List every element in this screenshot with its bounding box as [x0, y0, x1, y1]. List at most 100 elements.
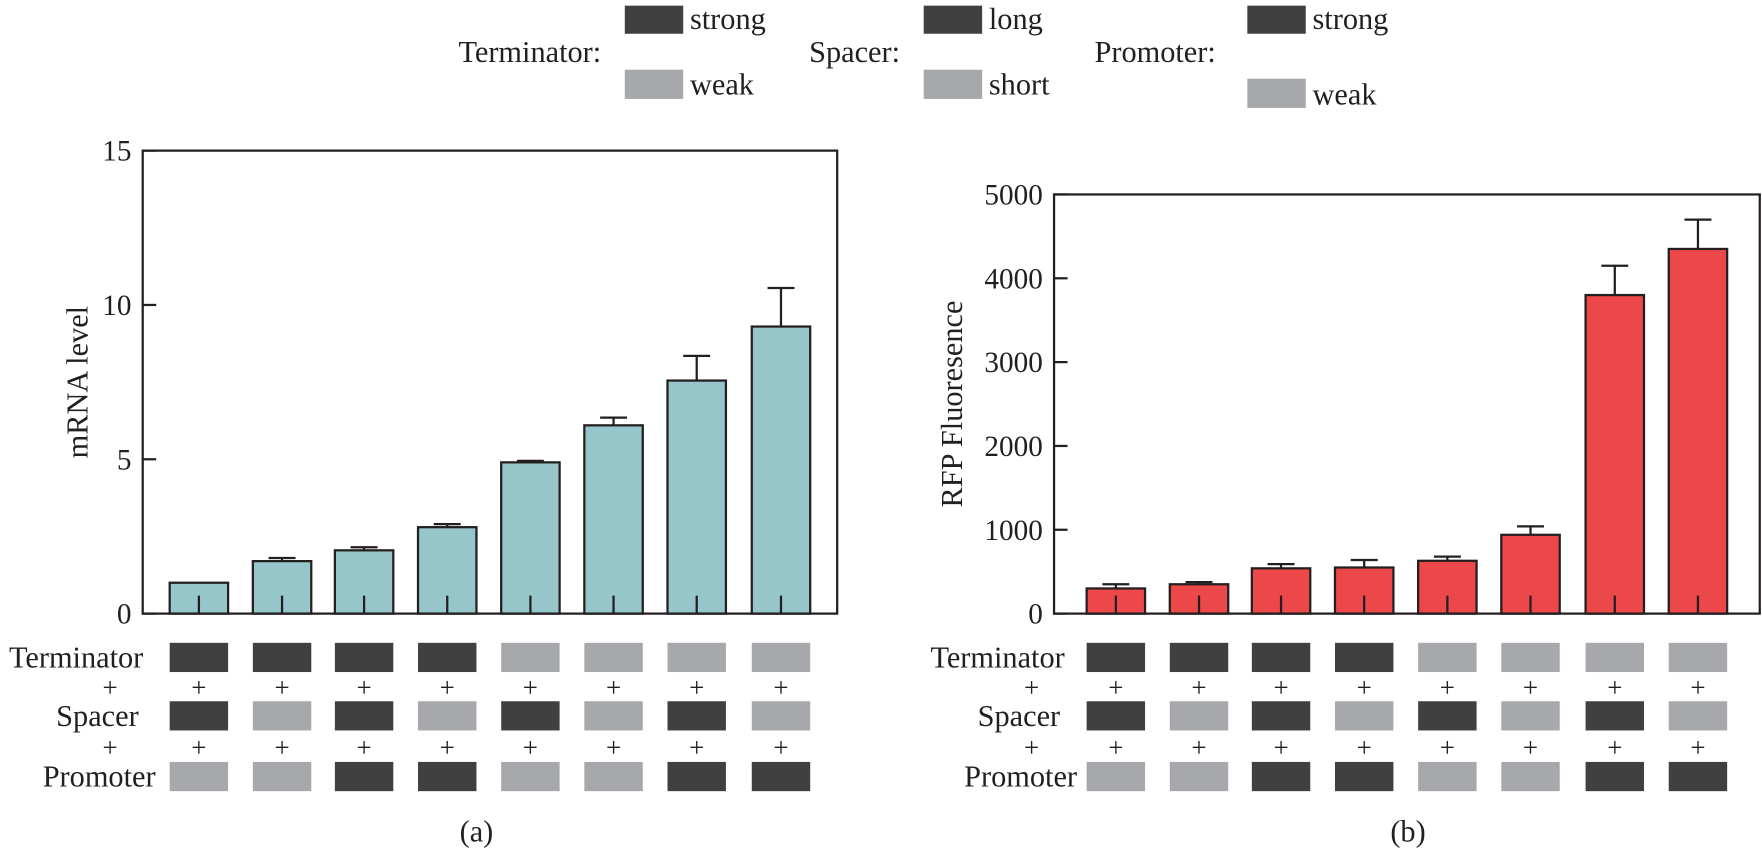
bar: [583, 424, 644, 615]
plus-sign: +: [440, 673, 455, 703]
design-block-promoter: [418, 761, 477, 792]
plus-sign: +: [1607, 673, 1622, 703]
bar: [750, 325, 812, 615]
plus-sign: +: [1024, 732, 1039, 762]
design-block-promoter: [252, 761, 312, 792]
design-block-spacer: [501, 701, 560, 731]
panel-b-rfp-chart: 0 1000 2000 3000 4000 5000 RFP Fluoresence Term…: [930, 180, 1761, 849]
plus-sign: +: [606, 732, 621, 762]
plus-sign: +: [1690, 732, 1705, 762]
design-block-terminator: [1418, 642, 1477, 673]
row-label-spacer: Spacer: [978, 699, 1061, 733]
plus-sign: +: [773, 732, 788, 762]
design-block-terminator: [1668, 642, 1728, 673]
design-block-terminator: [1169, 642, 1229, 673]
legend-swatch-light: [1247, 78, 1306, 108]
panel-a-mrna-chart: 0 5 10 15 mRNA level Terminator Spacer Promoter…: [9, 136, 839, 849]
design-block-spacer: [1251, 701, 1311, 731]
plus-sign: +: [1273, 673, 1288, 703]
plus-sign: +: [689, 732, 704, 762]
design-block-promoter: [1668, 761, 1728, 792]
design-block-terminator: [1251, 642, 1311, 673]
plus-sign: +: [1523, 732, 1538, 762]
design-block-promoter: [501, 761, 560, 792]
plus-sign: +: [1357, 673, 1372, 703]
design-block-terminator: [1501, 642, 1560, 673]
design-block-terminator: [169, 642, 229, 673]
legend: Terminator: strong weak Spacer: long short Pro…: [458, 2, 1388, 111]
design-block-spacer: [1086, 701, 1146, 731]
plus-sign: +: [356, 732, 371, 762]
design-block-spacer: [169, 701, 229, 731]
plus-sign: +: [1357, 732, 1372, 762]
legend-swatch-dark: [1247, 5, 1306, 34]
y-tick-label: 5000: [984, 180, 1042, 212]
legend-low-label: short: [989, 67, 1050, 101]
plus-sign: +: [274, 732, 289, 762]
design-block-terminator: [751, 642, 811, 673]
legend-label: Promoter:: [1095, 35, 1216, 69]
plus-sign: +: [191, 732, 206, 762]
design-block-promoter: [1169, 761, 1229, 792]
legend-swatch-dark: [624, 5, 684, 34]
design-block-promoter: [751, 761, 811, 792]
design-block-spacer: [1585, 701, 1645, 731]
design-block-spacer: [418, 701, 477, 731]
plot-frame: [1052, 193, 1761, 615]
y-tick-label: 15: [102, 136, 131, 168]
y-tick-label: 0: [117, 599, 132, 631]
y-axis-label: RFP Fluoresence: [935, 301, 969, 508]
plus-sign: +: [274, 673, 289, 703]
plus-sign: +: [356, 673, 371, 703]
legend-low-label: weak: [690, 67, 755, 101]
design-block-promoter: [1086, 761, 1146, 792]
design-block-terminator: [667, 642, 726, 673]
design-block-promoter: [1585, 761, 1645, 792]
panel-caption: (a): [460, 815, 494, 849]
bar: [666, 379, 728, 615]
design-block-terminator: [1334, 642, 1394, 673]
legend-swatch-light: [624, 69, 684, 99]
design-block-spacer: [1169, 701, 1229, 731]
plus-sign: +: [1108, 732, 1123, 762]
legend-low-label: weak: [1313, 78, 1378, 112]
plus-sign: +: [1273, 732, 1288, 762]
y-tick-label: 1000: [984, 515, 1042, 547]
plus-sign: +: [440, 732, 455, 762]
plus-sign: +: [689, 673, 704, 703]
row-label-promoter: Promoter: [43, 760, 156, 794]
legend-high-label: strong: [1313, 2, 1389, 36]
plus-sign: +: [1607, 732, 1622, 762]
design-block-promoter: [169, 761, 229, 792]
design-block-terminator: [1585, 642, 1645, 673]
legend-label: Spacer:: [809, 35, 900, 69]
plus-sign: +: [1440, 732, 1455, 762]
y-tick-label: 0: [1028, 599, 1043, 631]
panel-caption: (b): [1390, 815, 1425, 849]
design-block-promoter: [1418, 761, 1477, 792]
plus-sign: +: [103, 673, 118, 703]
design-block-promoter: [334, 761, 394, 792]
plus-sign: +: [1191, 673, 1206, 703]
design-block-spacer: [334, 701, 394, 731]
design-block-promoter: [1251, 761, 1311, 792]
design-block-spacer: [1418, 701, 1477, 731]
legend-high-label: strong: [690, 2, 766, 36]
plus-sign: +: [1024, 673, 1039, 703]
row-label-promoter: Promoter: [964, 760, 1077, 794]
design-block-spacer: [1334, 701, 1394, 731]
y-tick-label: 4000: [984, 263, 1042, 295]
design-block-spacer: [667, 701, 726, 731]
y-tick-label: 5: [117, 444, 132, 476]
legend-label: Terminator:: [458, 35, 601, 69]
design-block-promoter: [1334, 761, 1394, 792]
plus-sign: +: [1690, 673, 1705, 703]
plus-sign: +: [1440, 673, 1455, 703]
plus-sign: +: [523, 673, 538, 703]
plus-sign: +: [606, 673, 621, 703]
plus-sign: +: [191, 673, 206, 703]
design-block-spacer: [252, 701, 312, 731]
design-block-promoter: [667, 761, 726, 792]
design-block-promoter: [584, 761, 643, 792]
design-block-terminator: [418, 642, 477, 673]
